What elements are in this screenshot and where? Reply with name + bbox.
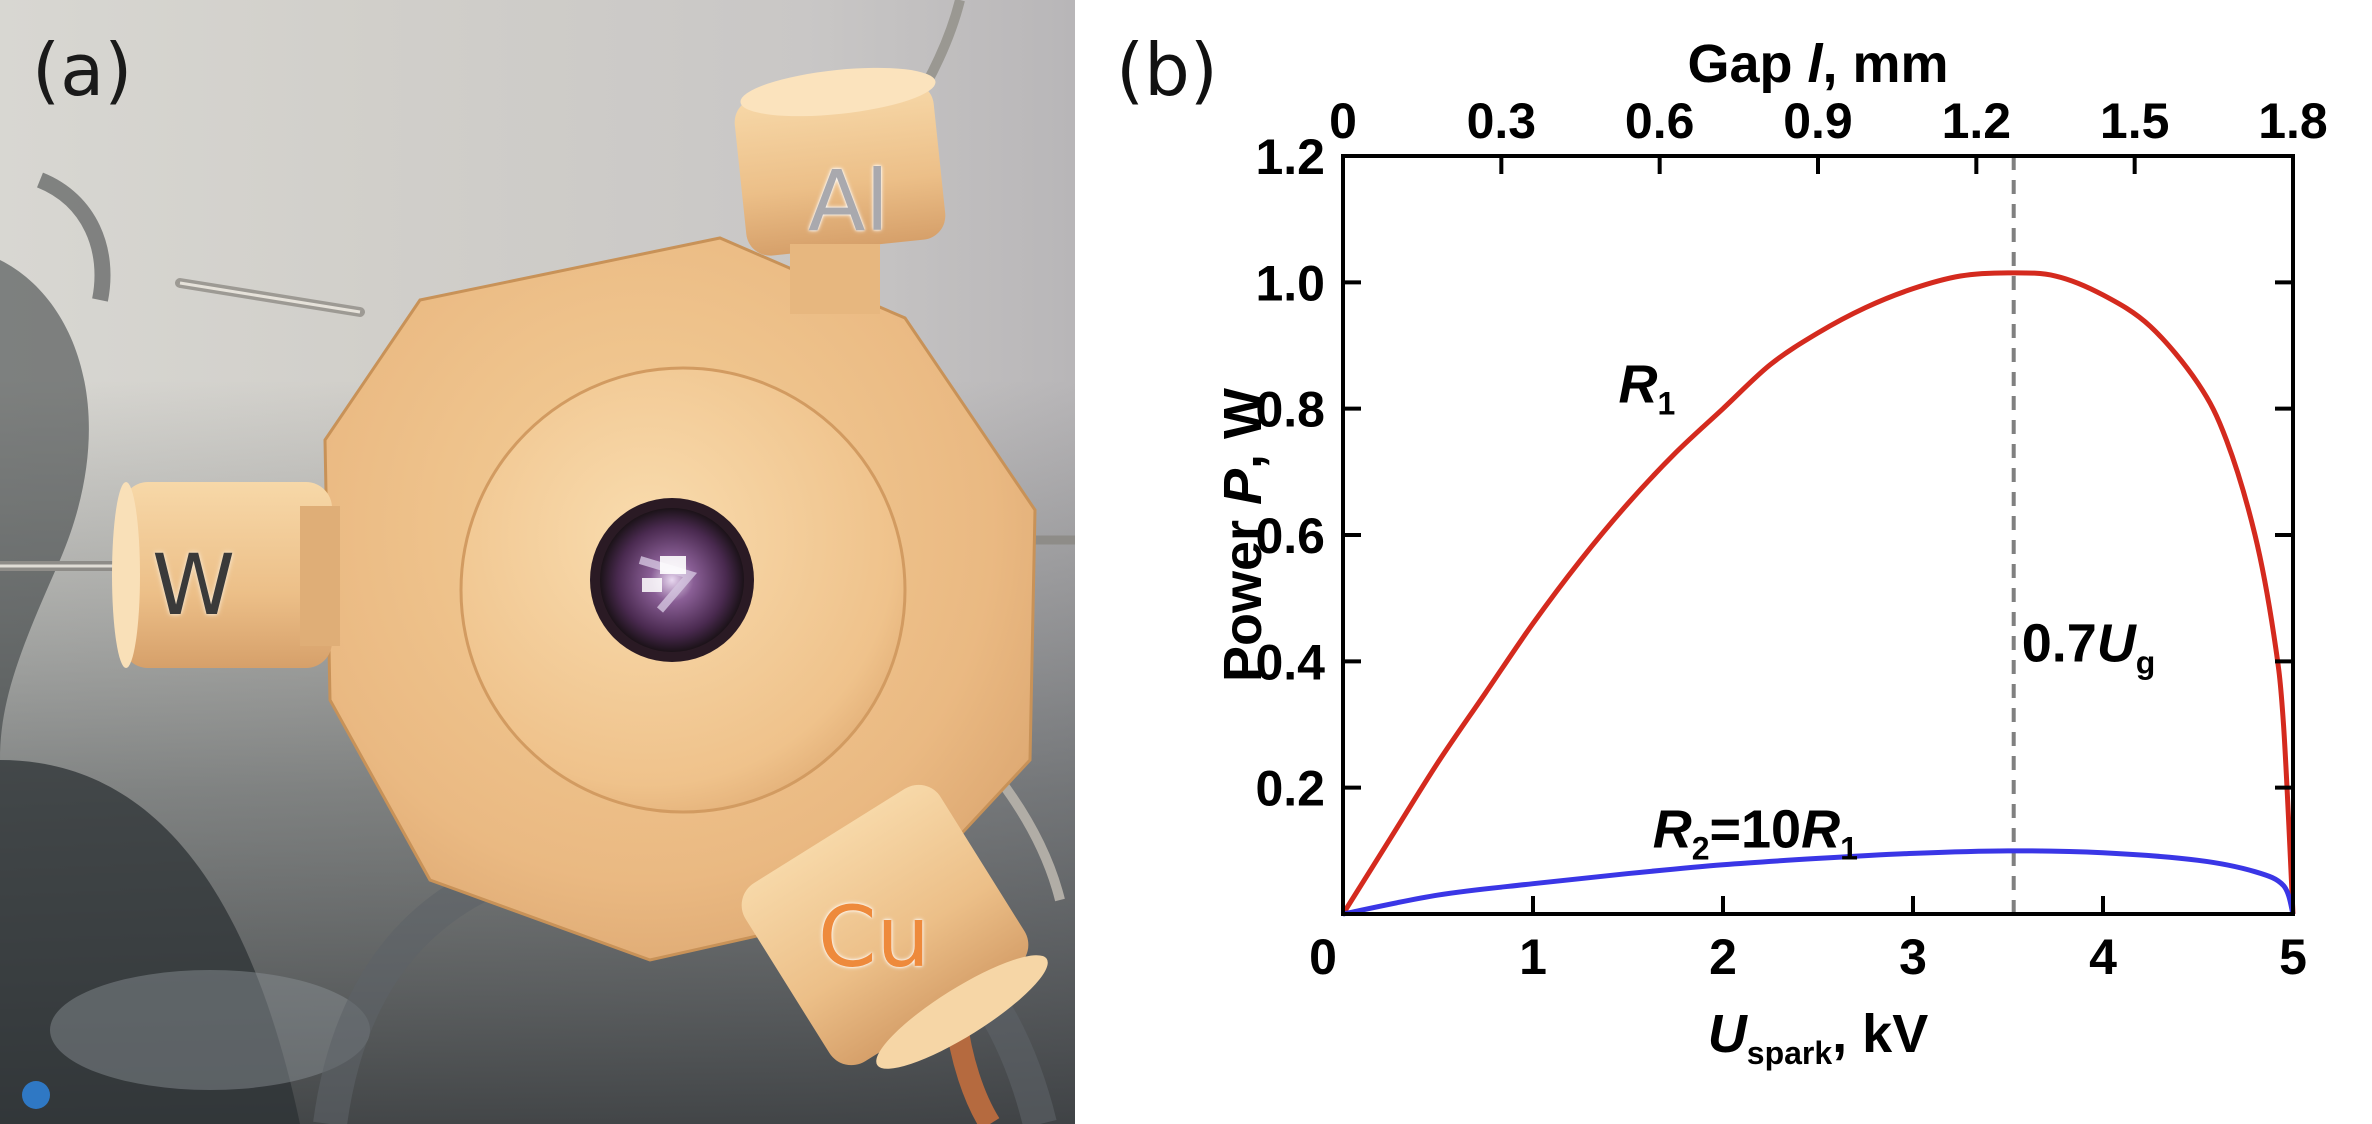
power-chart: 0 1 2 3 4 5 0 0.3 0.6 0.9 1.2 1.5 1.8 0.2 0.4 0.6 0.8 1.0… — [1213, 34, 2328, 1071]
al-electrode-label: Al — [808, 152, 889, 250]
y-tick-label-5: 1.2 — [1255, 129, 1325, 185]
y-axis-title: Power P, W — [1213, 388, 1273, 682]
x-tick-label-3: 3 — [1899, 929, 1927, 985]
w-electrode-label: W — [152, 536, 236, 634]
y-tick-label-0: 0.2 — [1255, 761, 1325, 817]
x2-tick-label-6: 1.8 — [2258, 93, 2328, 149]
plot-layer — [1340, 156, 2296, 917]
x2-tick-label-5: 1.5 — [2100, 93, 2170, 149]
al-electrode-holder — [734, 67, 946, 314]
top-axis-title: Gap l, mm — [1687, 34, 1948, 94]
photo-panel: (a) W Al Cu — [0, 0, 1075, 1124]
panel-label-a: (a) — [32, 28, 133, 112]
x-axis-title: Uspark, kV — [1708, 1004, 1928, 1071]
x2-tick-label-0: 0 — [1329, 93, 1357, 149]
w-electrode-holder — [112, 482, 340, 668]
ug-annotation: 0.7Ug — [2022, 613, 2156, 680]
y-tick-label-2: 0.6 — [1255, 508, 1325, 564]
x2-tick-label-2: 0.6 — [1625, 93, 1695, 149]
x-tick-label-0: 0 — [1309, 929, 1337, 985]
series-line-1 — [1342, 848, 2296, 917]
panel-label-b: (b) — [1116, 28, 1218, 112]
x2-tick-label-3: 0.9 — [1783, 93, 1853, 149]
ticks-layer: 0 1 2 3 4 5 0 0.3 0.6 0.9 1.2 1.5 1.8 0.2 0.4 0.6 0.8 1.0… — [1255, 93, 2327, 985]
x-tick-label-2: 2 — [1709, 929, 1737, 985]
x-tick-label-5: 5 — [2279, 929, 2307, 985]
r2-annotation: R2=10R1 — [1653, 800, 1858, 867]
r1-annotation: R1 — [1619, 354, 1676, 421]
series-line-0 — [1340, 270, 2296, 916]
x2-tick-label-4: 1.2 — [1942, 93, 2012, 149]
x-tick-label-1: 1 — [1519, 929, 1547, 985]
x-tick-label-4: 4 — [2089, 929, 2117, 985]
device-photo — [0, 0, 1075, 1124]
cu-electrode-label: Cu — [818, 888, 930, 986]
y-tick-label-3: 0.8 — [1255, 382, 1325, 438]
cu-electrode-holder — [741, 784, 1048, 1069]
y-tick-label-1: 0.4 — [1255, 634, 1325, 690]
x2-tick-label-1: 0.3 — [1467, 93, 1537, 149]
y-tick-label-4: 1.0 — [1255, 255, 1325, 311]
